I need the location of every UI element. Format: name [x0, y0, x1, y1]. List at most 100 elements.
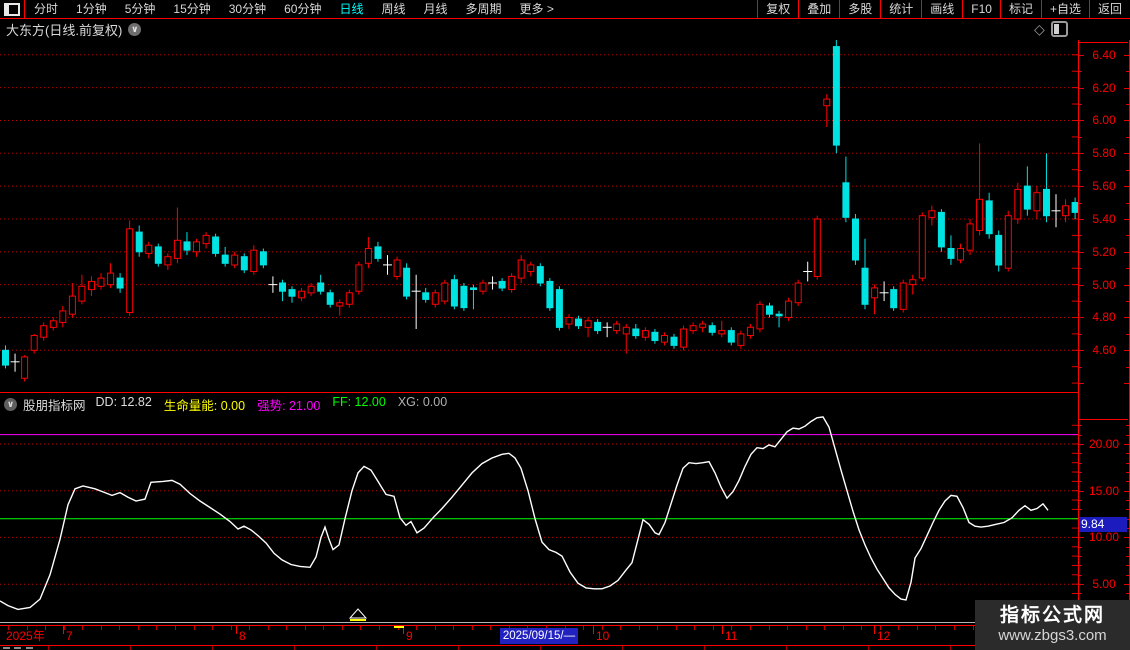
indicator-field: 强势: 21.00 — [257, 399, 321, 413]
indicator-axis-label: 15.00 — [1088, 483, 1120, 498]
menu-item-tool[interactable]: 统计 — [880, 0, 921, 18]
axis-tick — [1079, 169, 1082, 171]
menu-item-tool[interactable]: 画线 — [921, 0, 962, 18]
minor-time-tick — [231, 626, 232, 630]
yellow-mark — [394, 626, 404, 628]
selected-date-highlight[interactable]: 2025/09/15/— — [500, 628, 578, 644]
minor-time-tick — [713, 626, 714, 630]
axis-tick — [1124, 153, 1129, 155]
divider — [622, 646, 623, 650]
indicator-chart[interactable] — [0, 415, 1078, 623]
minor-time-tick — [398, 626, 399, 630]
minor-time-tick — [175, 626, 176, 630]
minor-time-tick — [379, 626, 380, 630]
minor-time-tick — [583, 626, 584, 630]
axis-tick — [1124, 186, 1129, 188]
major-time-tick — [403, 626, 404, 634]
divider — [212, 646, 213, 650]
menu-item-tool[interactable]: 返回 — [1088, 0, 1130, 18]
menu-item-period[interactable]: 更多 > — [519, 2, 554, 16]
axis-tick — [1126, 268, 1129, 270]
axis-tick — [1079, 556, 1082, 558]
diamond-icon[interactable]: ◇ — [1034, 21, 1045, 37]
axis-tick — [1079, 509, 1082, 511]
price-axis-label: 4.80 — [1092, 310, 1116, 325]
indicator-field: XG: 0.00 — [397, 395, 448, 409]
minor-time-tick — [824, 626, 825, 630]
axis-tick — [1126, 453, 1129, 455]
axis-tick — [1079, 593, 1082, 595]
price-axis-label: 5.00 — [1092, 277, 1116, 292]
axis-tick — [1079, 434, 1082, 436]
chart-title: 大东方(日线.前复权) — [6, 23, 123, 38]
axis-tick — [1124, 490, 1129, 492]
minor-time-tick — [101, 626, 102, 630]
cutoff-text-fragment — [26, 647, 33, 649]
menu-item-period[interactable]: 60分钟 — [284, 2, 322, 16]
menu-item-period[interactable]: 周线 — [381, 2, 406, 16]
layout-toggle-button[interactable] — [0, 0, 25, 18]
minor-time-tick — [342, 626, 343, 630]
minor-time-tick — [82, 626, 83, 630]
menu-item-period[interactable]: 5分钟 — [124, 2, 156, 16]
year-label: 2025年 — [6, 629, 45, 643]
minor-time-tick — [602, 626, 603, 630]
menu-item-period[interactable]: 30分钟 — [228, 2, 267, 16]
minor-time-tick — [323, 626, 324, 630]
axis-tick — [1079, 251, 1084, 253]
menu-item-period[interactable]: 日线 — [339, 2, 364, 16]
menu-item-tool[interactable]: F10 — [962, 0, 1000, 18]
axis-tick — [1124, 317, 1129, 319]
minor-time-tick — [45, 626, 46, 630]
minor-time-tick — [156, 626, 157, 630]
axis-tick — [1126, 136, 1129, 138]
menu-item-tool[interactable]: 叠加 — [798, 0, 839, 18]
price-axis-label: 4.60 — [1092, 343, 1116, 358]
topbar-left-items: 分时 1分钟 5分钟 15分钟 30分钟 60分钟 日线 周线 月线 多周期 更多 > — [25, 0, 563, 18]
axis-tick — [1079, 383, 1084, 385]
axis-tick — [1079, 136, 1082, 138]
indicator-header: ∨ 股朋指标网 DD: 12.82 生命量能: 0.00 强势: 21.00 FF: … — [0, 392, 1130, 416]
indicator-axis-top-border — [1078, 419, 1128, 420]
panel-layout-icon[interactable] — [1050, 21, 1068, 37]
axis-tick — [1079, 218, 1084, 220]
minor-time-tick — [360, 626, 361, 630]
price-axis-label: 5.40 — [1092, 211, 1116, 226]
watermark-url: www.zbgs3.com — [998, 627, 1107, 644]
axis-tick — [1126, 366, 1129, 368]
price-axis-label: 6.20 — [1092, 80, 1116, 95]
menu-item-tool[interactable]: 复权 — [757, 0, 798, 18]
minor-time-tick — [416, 626, 417, 630]
menu-item-tool[interactable]: 标记 — [999, 0, 1041, 18]
indicator-field: FF: 12.00 — [332, 395, 386, 409]
indicator-axis-label: 20.00 — [1088, 436, 1120, 451]
menu-item-period[interactable]: 多周期 — [465, 2, 502, 16]
indicator-chevron-icon[interactable]: ∨ — [4, 398, 17, 411]
menu-item-tool[interactable]: +自选 — [1040, 0, 1089, 18]
menu-item-period[interactable]: 分时 — [34, 2, 59, 16]
menu-item-period[interactable]: 1分钟 — [76, 2, 107, 16]
split-layout-icon — [4, 2, 20, 16]
minor-time-tick — [676, 626, 677, 630]
minor-time-tick — [898, 626, 899, 630]
axis-tick — [1126, 169, 1129, 171]
candlestick-chart[interactable] — [0, 40, 1078, 393]
minor-time-tick — [639, 626, 640, 630]
axis-tick — [1124, 584, 1129, 586]
menu-item-period[interactable]: 15分钟 — [173, 2, 211, 16]
axis-tick — [1079, 537, 1084, 539]
minor-time-tick — [917, 626, 918, 630]
month-label: 11 — [725, 629, 738, 643]
time-axis[interactable]: 2025年 7 8 9 10 11 12 2025/09/15/— — [0, 625, 1130, 646]
chevron-down-icon[interactable]: ∨ — [128, 23, 142, 36]
indicator-values: DD: 12.82 生命量能: 0.00 强势: 21.00 FF: 12.00 XG:… — [96, 395, 460, 414]
price-axis-label: 5.20 — [1092, 244, 1116, 259]
menu-item-tool[interactable]: 多股 — [839, 0, 880, 18]
current-value-tag: 9.84 — [1079, 517, 1127, 532]
axis-tick — [1079, 301, 1082, 303]
axis-tick — [1126, 104, 1129, 106]
menu-item-period[interactable]: 月线 — [423, 2, 448, 16]
axis-tick — [1126, 235, 1129, 237]
minor-time-tick — [490, 626, 491, 630]
axis-tick — [1079, 202, 1082, 204]
